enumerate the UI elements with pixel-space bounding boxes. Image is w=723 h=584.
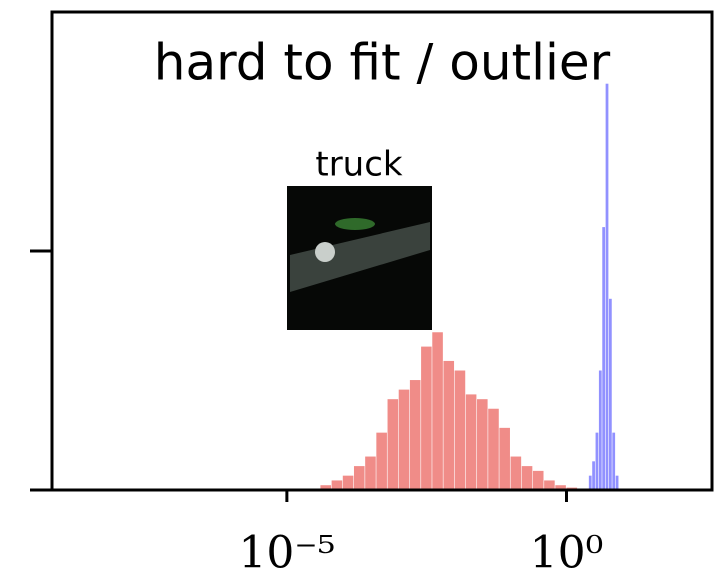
histogram-bar [602,227,605,490]
inset-image [287,186,432,330]
histogram-bar [477,399,488,490]
inset-label: truck [315,145,403,185]
x-tick-label: 10⁰ [530,528,604,579]
histogram-bar [592,461,595,490]
histogram-bar [499,428,510,490]
histogram-bar [399,390,410,490]
x-tick-label: 10⁻⁵ [238,528,335,579]
histogram-bar [488,409,499,490]
histogram-bar [589,476,592,490]
histogram-bar [388,399,399,490]
chart: truck hard to fit / outlier 10⁻⁵ 10⁰ [0,0,723,584]
histogram-bar [522,466,533,490]
histogram-bar [443,361,454,490]
chart-title: hard to fit / outlier [154,34,611,92]
histogram-bar [421,347,432,490]
histogram-bar [354,466,365,490]
histogram-bar [466,394,477,490]
histogram-bar [616,476,619,490]
histogram-bar [511,457,522,490]
histogram-bar [533,471,544,490]
histogram-bar [612,433,615,490]
histogram-bar [432,332,443,490]
inset-blob [335,218,375,230]
histogram-bar [365,457,376,490]
histogram-bar [376,433,387,490]
inset-blob [315,242,335,262]
histogram-bar [343,476,354,490]
histogram-bar [609,299,612,490]
histogram-bar [599,371,602,491]
histogram-bar [606,84,609,490]
histogram-bar [410,380,421,490]
histogram-bar [455,371,466,491]
histogram-bar [596,433,599,490]
